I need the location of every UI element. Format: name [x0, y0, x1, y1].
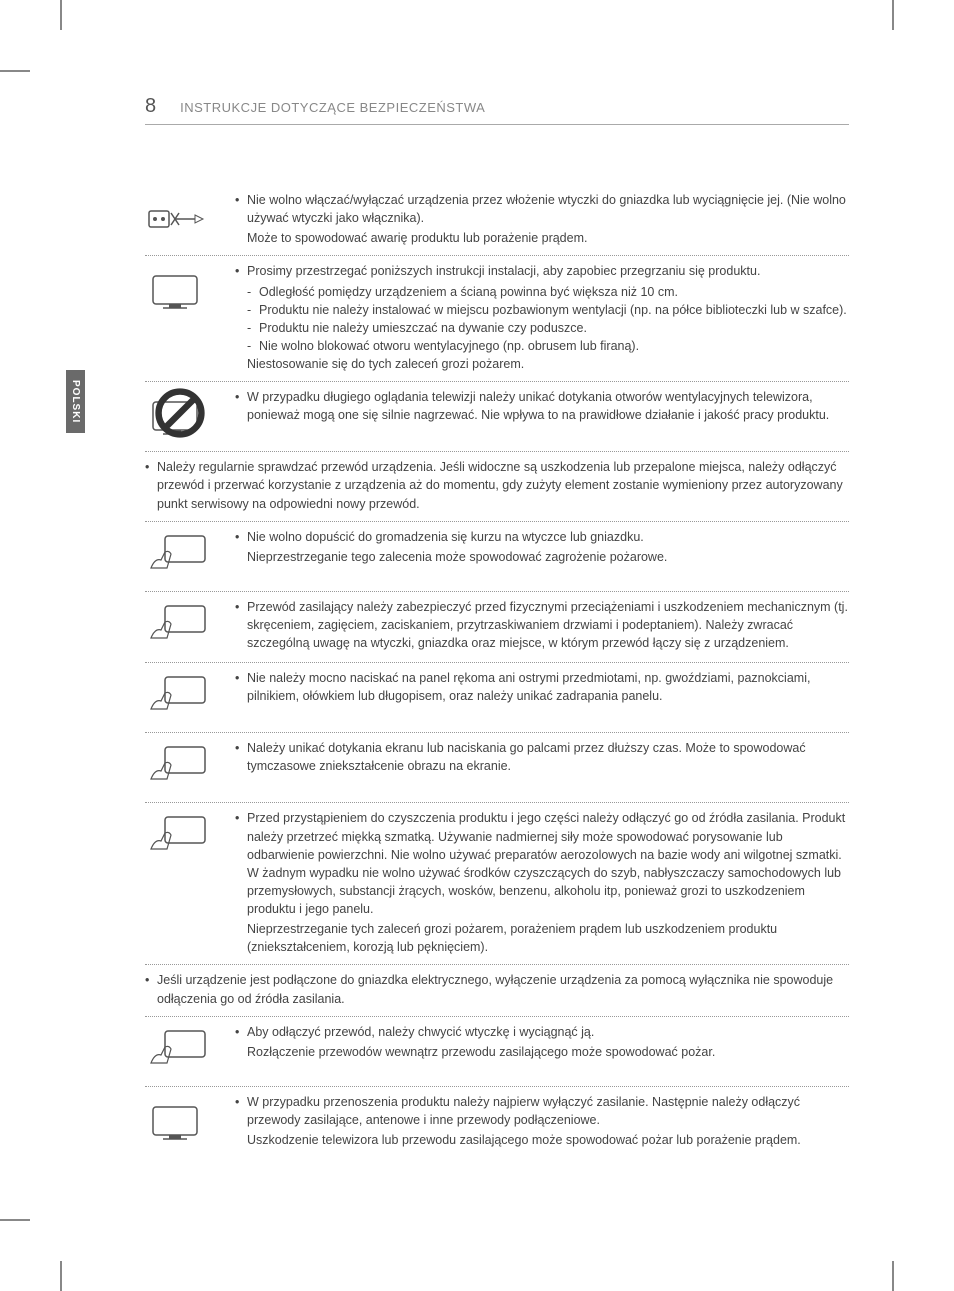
instruction-text-cell: Należy unikać dotykania ekranu lub nacis…	[235, 739, 849, 794]
prohibit-icon	[145, 388, 215, 438]
instruction-text-cell: W przypadku długiego oglądania telewizji…	[235, 388, 849, 443]
instruction-text: Należy unikać dotykania ekranu lub nacis…	[235, 739, 849, 775]
page-header: 8 INSTRUKCJE DOTYCZĄCE BEZPIECZEŃSTWA	[145, 95, 849, 125]
instruction-text: Należy regularnie sprawdzać przewód urzą…	[145, 458, 849, 512]
instruction-icon-cell	[145, 262, 235, 373]
instruction-icon-cell	[145, 388, 235, 443]
instruction-icon-cell	[145, 1023, 235, 1078]
move-tv-icon	[145, 1093, 215, 1143]
instruction-subtext: Nie wolno blokować otworu wentylacyjnego…	[235, 337, 849, 355]
instruction-text: Uszkodzenie telewizora lub przewodu zasi…	[235, 1131, 849, 1149]
instruction-row: Należy unikać dotykania ekranu lub nacis…	[145, 733, 849, 803]
instruction-text: Rozłączenie przewodów wewnątrz przewodu …	[235, 1043, 849, 1061]
language-tab: POLSKI	[66, 370, 85, 433]
press-panel-icon	[145, 669, 215, 719]
crop-mark	[892, 0, 894, 30]
tv-vent-icon	[145, 262, 215, 312]
instruction-text-cell: Nie wolno dopuścić do gromadzenia się ku…	[235, 528, 849, 583]
crop-mark	[892, 1261, 894, 1291]
cable-bend-icon	[145, 598, 215, 648]
instruction-icon-cell	[145, 739, 235, 794]
instruction-row: Przed przystąpieniem do czyszczenia prod…	[145, 803, 849, 965]
instruction-subtext: Odległość pomiędzy urządzeniem a ścianą …	[235, 283, 849, 301]
dust-icon	[145, 528, 215, 578]
instruction-icon-cell	[145, 191, 235, 247]
instruction-row: Przewód zasilający należy zabezpieczyć p…	[145, 592, 849, 663]
instruction-row: Prosimy przestrzegać poniższych instrukc…	[145, 256, 849, 382]
instruction-text: Nie wolno włączać/wyłączać urządzenia pr…	[235, 191, 849, 227]
unplug-icon	[145, 1023, 215, 1073]
instruction-row: W przypadku przenoszenia produktu należy…	[145, 1087, 849, 1157]
instruction-text: Przewód zasilający należy zabezpieczyć p…	[235, 598, 849, 652]
instruction-text: W przypadku długiego oglądania telewizji…	[235, 388, 849, 424]
touch-screen-icon	[145, 739, 215, 789]
instruction-text: Nieprzestrzeganie tego zalecenia może sp…	[235, 548, 849, 566]
header-title: INSTRUKCJE DOTYCZĄCE BEZPIECZEŃSTWA	[180, 100, 485, 115]
instruction-text-cell: Przed przystąpieniem do czyszczenia prod…	[235, 809, 849, 956]
instruction-text: Nie należy mocno naciskać na panel rękom…	[235, 669, 849, 705]
instruction-text: Prosimy przestrzegać poniższych instrukc…	[235, 262, 849, 280]
instruction-text: W przypadku przenoszenia produktu należy…	[235, 1093, 849, 1129]
instruction-text: Aby odłączyć przewód, należy chwycić wty…	[235, 1023, 849, 1041]
instruction-text-cell: Nie należy mocno naciskać na panel rękom…	[235, 669, 849, 724]
instruction-icon-cell	[145, 528, 235, 583]
instruction-subtext: Produktu nie należy instalować w miejscu…	[235, 301, 849, 319]
clean-icon	[145, 809, 215, 859]
instruction-row: Nie należy mocno naciskać na panel rękom…	[145, 663, 849, 733]
crop-mark	[0, 1219, 30, 1221]
instruction-row: Aby odłączyć przewód, należy chwycić wty…	[145, 1017, 849, 1087]
crop-mark	[60, 1261, 62, 1291]
page-content: 8 INSTRUKCJE DOTYCZĄCE BEZPIECZEŃSTWA Ni…	[145, 95, 849, 1157]
instruction-text: Nieprzestrzeganie tych zaleceń grozi poż…	[235, 920, 849, 956]
instruction-row: Nie wolno dopuścić do gromadzenia się ku…	[145, 522, 849, 592]
instruction-text: Niestosowanie się do tych zaleceń grozi …	[235, 355, 849, 373]
instruction-text-cell: Prosimy przestrzegać poniższych instrukc…	[235, 262, 849, 373]
instruction-text: Przed przystąpieniem do czyszczenia prod…	[235, 809, 849, 918]
crop-mark	[0, 70, 30, 72]
instruction-text: Jeśli urządzenie jest podłączone do gnia…	[145, 971, 849, 1007]
instruction-full-row: Należy regularnie sprawdzać przewód urzą…	[145, 452, 849, 521]
instruction-row: Nie wolno włączać/wyłączać urządzenia pr…	[145, 185, 849, 256]
instruction-text-cell: Aby odłączyć przewód, należy chwycić wty…	[235, 1023, 849, 1078]
instruction-icon-cell	[145, 669, 235, 724]
instruction-text: Nie wolno dopuścić do gromadzenia się ku…	[235, 528, 849, 546]
instruction-text: Może to spowodować awarię produktu lub p…	[235, 229, 849, 247]
instruction-icon-cell	[145, 809, 235, 956]
instruction-text-cell: Przewód zasilający należy zabezpieczyć p…	[235, 598, 849, 654]
content-body: Nie wolno włączać/wyłączać urządzenia pr…	[145, 185, 849, 1157]
instruction-icon-cell	[145, 598, 235, 654]
instruction-text-cell: W przypadku przenoszenia produktu należy…	[235, 1093, 849, 1149]
instruction-icon-cell	[145, 1093, 235, 1149]
crop-mark	[60, 0, 62, 30]
instruction-subtext: Produktu nie należy umieszczać na dywani…	[235, 319, 849, 337]
instruction-row: W przypadku długiego oglądania telewizji…	[145, 382, 849, 452]
instruction-full-row: Jeśli urządzenie jest podłączone do gnia…	[145, 965, 849, 1016]
instruction-text-cell: Nie wolno włączać/wyłączać urządzenia pr…	[235, 191, 849, 247]
page-number: 8	[145, 95, 156, 118]
plug-switch-icon	[145, 191, 215, 241]
